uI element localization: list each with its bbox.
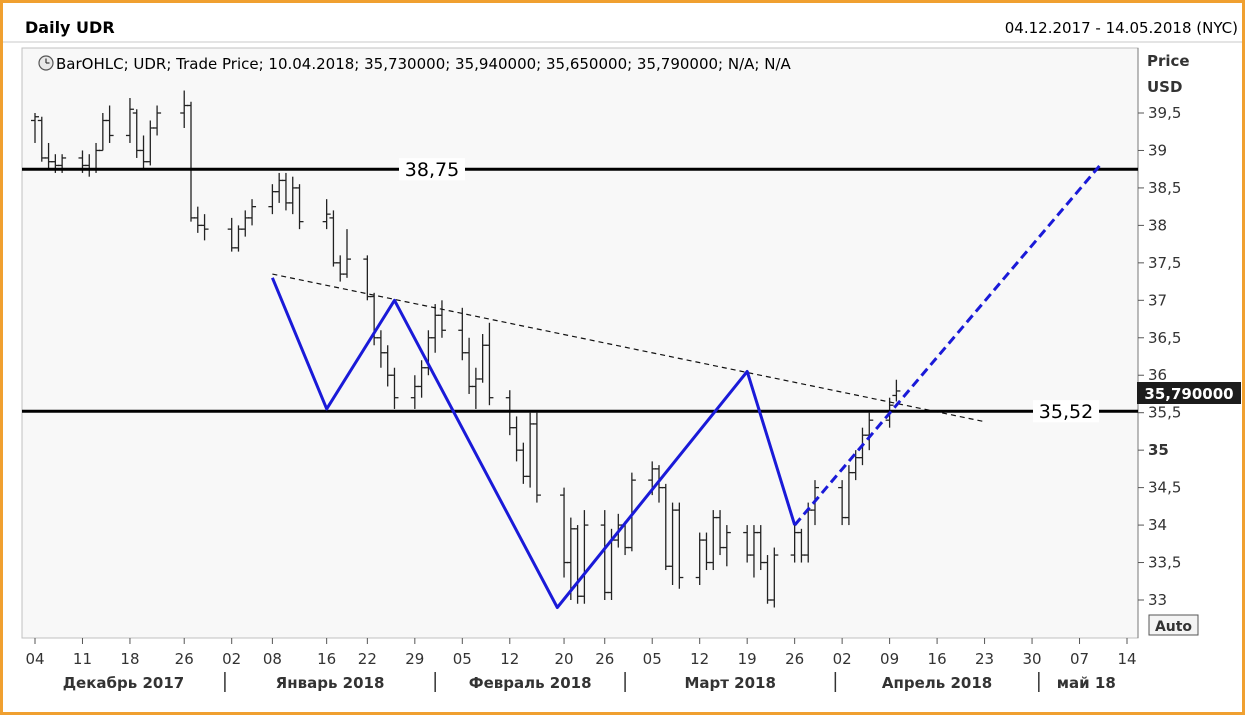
x-tick-label: 08 <box>263 650 282 668</box>
month-label: май 18 <box>1057 674 1116 692</box>
x-tick-label: 18 <box>120 650 139 668</box>
y-tick-label: 38 <box>1148 216 1167 234</box>
x-tick-label: 23 <box>975 650 994 668</box>
x-tick-label: 30 <box>1022 650 1041 668</box>
y-tick-label: 36 <box>1148 366 1167 384</box>
x-tick-label: 02 <box>833 650 852 668</box>
plot-background[interactable] <box>21 47 1139 639</box>
x-tick-label: 05 <box>453 650 472 668</box>
ohlc-bar <box>485 322 494 406</box>
ohlc-bar <box>295 184 304 230</box>
y-tick-label: 34,5 <box>1148 479 1181 497</box>
ohlc-bar <box>675 502 684 589</box>
x-tick-label: 16 <box>928 650 947 668</box>
pattern-zigzag <box>271 277 797 609</box>
x-tick-label: 05 <box>643 650 662 668</box>
y-tick-label: 37,5 <box>1148 254 1181 272</box>
ohlc-bar <box>580 510 589 604</box>
annotations: 38,75 35,52 <box>22 158 1138 609</box>
x-tick-label: 04 <box>25 650 44 668</box>
x-tick-label: 16 <box>317 650 336 668</box>
x-tick-label: 22 <box>358 650 377 668</box>
ohlc-bar <box>627 472 636 552</box>
y-tick-label: 38,5 <box>1148 179 1181 197</box>
y-tick-label: 34 <box>1148 516 1167 534</box>
y-tick-label: 39 <box>1148 141 1167 159</box>
auto-scale-button[interactable]: Auto <box>1148 614 1199 636</box>
month-label: Апрель 2018 <box>882 674 992 692</box>
ohlc-bar <box>31 113 39 143</box>
x-tick-label: 07 <box>1070 650 1089 668</box>
ohlc-bars <box>31 90 901 608</box>
ohlc-bar <box>125 98 134 143</box>
y-tick-label: 35,5 <box>1148 404 1181 422</box>
x-tick-label: 26 <box>785 650 804 668</box>
ohlc-bar <box>390 367 399 409</box>
y-tick-label: 33,5 <box>1148 554 1181 572</box>
ohlc-bar <box>153 105 162 136</box>
y-axis: 39,5 39 38,5 38 37,5 37 36,5 36 35,5 35 34,5 34 33,5… <box>1137 48 1181 638</box>
x-tick-label: 12 <box>690 650 709 668</box>
month-label: Декабрь 2017 <box>63 674 185 692</box>
x-axis: 04 11 18 26 02 08 16 22 29 05 12 20 26 05 12 19 26 02 09 16… <box>25 638 1137 692</box>
month-label: Январь 2018 <box>276 674 385 692</box>
y-tick-label: 37 <box>1148 291 1167 309</box>
auto-scale-label: Auto <box>1155 619 1192 635</box>
support-level-label-bg <box>1033 400 1099 423</box>
x-tick-label: 26 <box>595 650 614 668</box>
last-price-label: 35,790000 <box>1144 385 1233 403</box>
ohlc-bar <box>532 412 541 503</box>
support-level-label: 35,52 <box>1039 401 1093 423</box>
ohlc-bar <box>865 412 874 451</box>
chart-title: Daily UDR <box>25 18 115 37</box>
x-tick-label: 29 <box>405 650 424 668</box>
ohlc-bar <box>248 199 257 226</box>
projection-dashed <box>793 164 1102 527</box>
ohlc-bar <box>105 105 114 143</box>
resistance-level-label: 38,75 <box>405 159 459 181</box>
x-tick-label: 19 <box>738 650 757 668</box>
x-tick-label: 02 <box>222 650 241 668</box>
ohlc-bar <box>322 199 331 230</box>
y-tick-label: 36,5 <box>1148 329 1181 347</box>
clock-icon[interactable] <box>38 55 54 71</box>
ohlc-bar <box>892 379 901 402</box>
price-axis-title: Price <box>1147 52 1190 70</box>
x-tick-label: 11 <box>73 650 92 668</box>
x-tick-label: 20 <box>554 650 573 668</box>
x-tick-label: 26 <box>175 650 194 668</box>
last-price-marker: 35,790000 <box>1137 382 1241 404</box>
resistance-level-label-bg <box>399 158 465 181</box>
currency-label: USD <box>1147 78 1182 96</box>
y-tick-label: 33 <box>1148 591 1167 609</box>
x-tick-label: 09 <box>880 650 899 668</box>
date-range: 04.12.2017 - 14.05.2018 (NYC) <box>1005 19 1238 37</box>
descending-trendline <box>272 273 985 423</box>
ohlc-bar <box>343 229 351 278</box>
month-label: Февраль 2018 <box>469 674 592 692</box>
y-tick-label: 35 <box>1148 441 1169 459</box>
ohlc-bar <box>722 525 731 567</box>
ohlc-bar <box>200 214 209 241</box>
y-tick-label: 39,5 <box>1148 104 1181 122</box>
x-tick-label: 12 <box>500 650 519 668</box>
ohlc-bar <box>437 300 446 338</box>
month-label: Март 2018 <box>684 674 775 692</box>
x-tick-label: 14 <box>1117 650 1136 668</box>
series-legend: BarOHLC; UDR; Trade Price; 10.04.2018; 3… <box>56 55 791 73</box>
ohlc-bar <box>770 547 779 608</box>
